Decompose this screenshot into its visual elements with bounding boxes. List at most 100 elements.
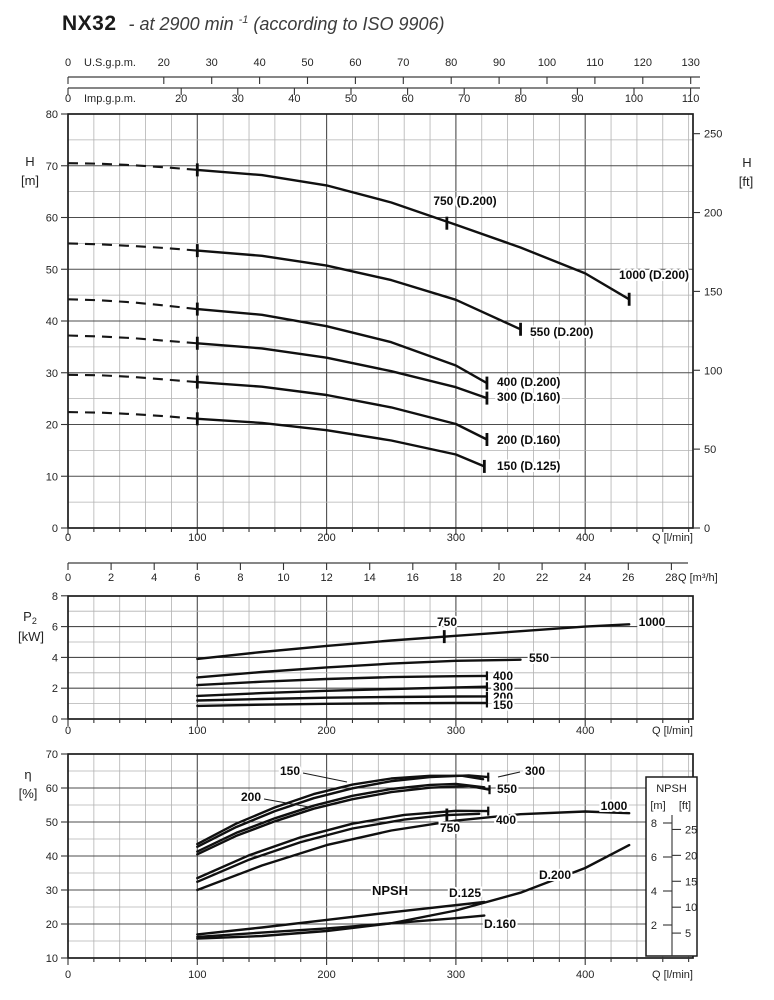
npsh-label: NPSH: [372, 883, 408, 898]
efficiency-y-axis: 10 20 30 40 50 60 70 η [%]: [19, 749, 68, 965]
npsh-ft-tick-label: 10: [685, 902, 697, 914]
page-title: NX32 - at 2900 min -1 (according to ISO 9…: [62, 12, 445, 36]
power-y-axis: 0 2 4 6 8 P2 [kW]: [18, 591, 68, 726]
title-speed-exponent: -1: [238, 14, 249, 26]
right-axis-symbol: H: [742, 155, 751, 170]
curve-label-400-d-200: 400 (D.200): [497, 375, 560, 389]
x-tick-label: 300: [447, 725, 465, 737]
ruler-tick-label: 12: [320, 572, 332, 584]
y-tick-label: 80: [46, 109, 58, 121]
y-tick-label: 0: [52, 523, 58, 535]
x-tick-label: 100: [188, 725, 206, 737]
curve-label-550: 550: [529, 651, 549, 665]
head-chart: 750 (D.200) 1000 (D.200) 550 (D.200) 400 (D…: [21, 109, 753, 544]
curve-300: [196, 685, 489, 698]
label-leader-200: [263, 798, 310, 808]
curve-300: [196, 774, 490, 848]
npsh-m-tick-label: 8: [651, 818, 657, 830]
x-axis-unit: Q [l/min]: [652, 532, 693, 544]
x-tick-label: 400: [576, 969, 594, 981]
curve-dashed-150-d-125: [67, 411, 198, 420]
npsh-ft-tick-label: 20: [685, 850, 697, 862]
curve-1000: [196, 810, 631, 892]
curve-750-1000-d-200: [196, 168, 631, 301]
x-tick-label: 200: [317, 532, 335, 544]
right-tick-label: 0: [704, 523, 710, 535]
label-leader-300: [497, 771, 521, 778]
ruler-tick-label: 0: [65, 57, 71, 69]
curve-dashed-200-d-160: [67, 373, 198, 384]
right-tick-label: 50: [704, 444, 716, 456]
npsh-ft-tick-label: 15: [685, 876, 697, 888]
npsh-m-tick-label: 2: [651, 920, 657, 932]
curve-label-150-d-125: 150 (D.125): [497, 459, 560, 473]
y-tick-label: 8: [52, 591, 58, 603]
ruler-tick-label: 6: [194, 572, 200, 584]
ruler-tick-label: 100: [538, 57, 556, 69]
y-tick-label: 2: [52, 683, 58, 695]
curve-400: [196, 674, 489, 687]
x-tick-label: 400: [576, 725, 594, 737]
npsh-curves: [196, 843, 631, 940]
x-tick-label: 0: [65, 969, 71, 981]
curve-150: [196, 701, 489, 708]
x-tick-label: 200: [317, 969, 335, 981]
ruler-tick-label: 60: [401, 93, 413, 105]
y-tick-label: 50: [46, 264, 58, 276]
title-conditions: - at 2900 min -1 (according to ISO 9906): [129, 14, 445, 34]
efficiency-chart: 150 3002005504007501000D.125D.160D.200NPS…: [19, 749, 698, 981]
ruler-tick-label: 70: [397, 57, 409, 69]
y-tick-label: 4: [52, 652, 58, 664]
ruler-tick-label: 120: [634, 57, 652, 69]
y-tick-label: 40: [46, 851, 58, 863]
curve-label-1000-d-200: 1000 (D.200): [619, 268, 689, 282]
npsh-box-header: NPSH: [656, 783, 687, 795]
y-tick-label: 70: [46, 749, 58, 761]
x-tick-label: 100: [188, 532, 206, 544]
curve-750-1000: [196, 623, 631, 661]
ruler-tick-label: 16: [407, 572, 419, 584]
ruler-tick-label: 8: [237, 572, 243, 584]
ruler-tick-label: 40: [253, 57, 265, 69]
curve-200: [196, 695, 489, 702]
npsh-m-tick-label: 4: [651, 886, 657, 898]
title-standard-text: (according to ISO 9906): [253, 14, 445, 34]
curve-label-750-d-200: 750 (D.200): [433, 194, 496, 208]
ruler-tick-label: 80: [445, 57, 457, 69]
x-tick-label: 100: [188, 969, 206, 981]
y-axis-symbol: η: [24, 767, 31, 782]
ruler-tick-label: 50: [301, 57, 313, 69]
y-tick-label: 0: [52, 714, 58, 726]
head-right-axis: 0 50 100 150 200 250 H [ft]: [693, 129, 753, 535]
curve-400: [196, 809, 490, 880]
curve-label-300-d-160: 300 (D.160): [497, 390, 560, 404]
ruler-tick-label: 4: [151, 572, 157, 584]
y-tick-label: 60: [46, 213, 58, 225]
ruler-tick-label: 90: [493, 57, 505, 69]
ruler-tick-label: 22: [536, 572, 548, 584]
npsh-ft-tick-label: 5: [685, 928, 691, 940]
curve-dashed-300-d-160: [67, 334, 198, 345]
curve-label-300: 300: [493, 680, 513, 694]
efficiency-curves: [196, 771, 631, 892]
npsh-unit-ft: [ft]: [679, 800, 691, 812]
x-tick-label: 300: [447, 532, 465, 544]
ruler-tick-label: 24: [579, 572, 591, 584]
y-axis-unit: [kW]: [18, 629, 44, 644]
y-tick-label: 50: [46, 817, 58, 829]
ruler-unit-label: Imp.g.p.m.: [84, 93, 136, 105]
curve-300-d-160: [196, 342, 489, 400]
x-tick-label: 0: [65, 532, 71, 544]
y-axis-symbol: P2: [23, 609, 37, 626]
power-curves: [196, 623, 631, 708]
y-tick-label: 10: [46, 471, 58, 483]
right-tick-label: 200: [704, 208, 722, 220]
head-grid: [68, 114, 693, 528]
curve-550: [196, 784, 491, 856]
right-tick-label: 100: [704, 365, 722, 377]
head-curve-labels: 750 (D.200) 1000 (D.200) 550 (D.200) 400 (D…: [431, 192, 691, 475]
ruler-tick-label: 60: [349, 57, 361, 69]
